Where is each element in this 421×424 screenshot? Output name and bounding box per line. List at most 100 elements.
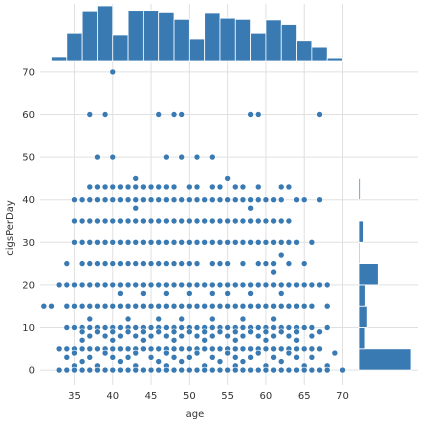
data-point <box>270 332 277 340</box>
data-point <box>201 217 208 225</box>
data-point <box>109 238 117 246</box>
data-point <box>86 345 94 353</box>
data-point <box>231 366 239 374</box>
data-point <box>193 332 201 340</box>
data-point <box>316 366 323 374</box>
data-point <box>71 349 78 357</box>
data-point <box>254 332 262 340</box>
data-point <box>231 281 239 289</box>
data-point <box>277 238 285 246</box>
data-point <box>285 332 293 340</box>
y-tick-label: 30 <box>22 238 35 249</box>
data-point <box>55 366 63 374</box>
x-histogram-bar <box>296 40 313 62</box>
data-point <box>239 315 247 323</box>
data-point <box>239 345 247 353</box>
data-point <box>101 183 109 191</box>
x-histogram-bar <box>265 19 282 62</box>
data-point <box>339 366 346 374</box>
data-point <box>224 281 231 289</box>
data-point <box>224 238 231 246</box>
y-histogram-bar <box>358 178 361 201</box>
data-point <box>247 204 254 212</box>
data-point <box>163 302 170 310</box>
data-point <box>209 260 216 267</box>
data-point <box>254 324 262 331</box>
data-point <box>216 328 224 336</box>
data-point <box>239 281 247 289</box>
data-point <box>262 366 270 374</box>
data-point <box>109 153 117 161</box>
data-point <box>293 366 300 374</box>
data-point <box>163 366 170 374</box>
data-point <box>209 366 216 374</box>
data-point <box>308 354 316 361</box>
data-point <box>262 238 270 246</box>
data-point <box>155 111 163 118</box>
x-histogram-bar <box>280 24 297 62</box>
data-point <box>147 332 155 340</box>
x-histogram-bar <box>158 11 175 62</box>
data-point <box>186 354 193 361</box>
data-point <box>178 238 185 246</box>
y-axis-label: cigsPerDay <box>5 200 16 256</box>
data-point <box>193 238 201 246</box>
data-point <box>94 196 101 204</box>
x-tick-label: 50 <box>183 391 196 402</box>
data-point <box>300 324 308 331</box>
data-point <box>316 281 323 289</box>
data-point <box>293 345 300 353</box>
x-tick-label: 70 <box>336 391 349 402</box>
data-point <box>155 260 163 267</box>
data-point <box>109 354 117 361</box>
y-tick-label: 0 <box>29 366 35 377</box>
data-point <box>132 260 140 267</box>
x-tick-label: 35 <box>68 391 81 402</box>
data-point <box>316 345 323 353</box>
data-point <box>285 324 293 331</box>
data-point <box>270 268 277 276</box>
data-point <box>262 328 270 336</box>
data-point <box>300 281 308 289</box>
data-point <box>101 111 109 118</box>
data-point <box>178 302 185 310</box>
data-point <box>140 345 147 353</box>
data-point <box>170 336 178 344</box>
data-point <box>86 366 94 374</box>
data-point <box>239 366 247 374</box>
data-point <box>170 366 178 374</box>
data-point <box>117 290 124 297</box>
data-point <box>285 281 293 289</box>
data-point <box>101 366 109 374</box>
data-point <box>285 183 293 191</box>
data-point <box>147 302 155 310</box>
data-point <box>63 345 71 353</box>
x-histogram-bar <box>326 57 343 62</box>
x-tick-label: 60 <box>260 391 273 402</box>
y-histogram-bar <box>358 241 361 264</box>
data-point <box>239 332 247 340</box>
data-point <box>132 281 140 289</box>
data-point <box>216 238 224 246</box>
data-point <box>178 366 185 374</box>
data-point <box>147 183 155 191</box>
data-point <box>247 328 254 336</box>
data-point <box>247 302 254 310</box>
data-point <box>209 345 216 353</box>
data-point <box>285 260 293 267</box>
data-point <box>239 238 247 246</box>
data-point <box>71 281 78 289</box>
data-point <box>293 354 300 361</box>
data-point <box>247 354 254 361</box>
data-point <box>247 281 254 289</box>
data-point <box>132 204 140 212</box>
data-point <box>155 328 163 336</box>
data-point <box>94 302 101 310</box>
data-point <box>216 302 224 310</box>
data-point <box>270 366 277 374</box>
data-point <box>124 345 132 353</box>
data-point <box>247 111 254 118</box>
data-point <box>285 366 293 374</box>
data-point <box>247 366 254 374</box>
